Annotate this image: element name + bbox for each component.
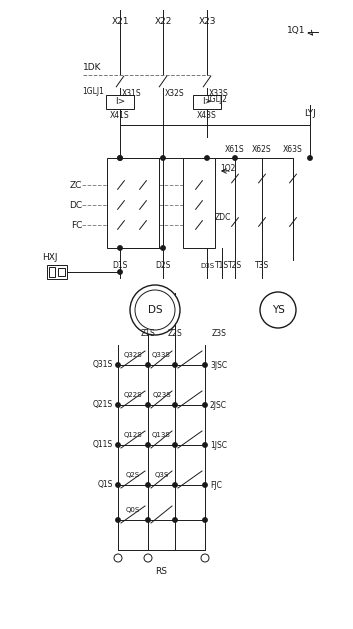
Text: Q33S: Q33S — [152, 352, 171, 358]
Text: 1GLJ1: 1GLJ1 — [82, 87, 104, 96]
Text: 1GLJ2: 1GLJ2 — [205, 96, 227, 104]
Text: T2S: T2S — [228, 262, 242, 270]
Text: X61S: X61S — [225, 145, 245, 155]
Circle shape — [203, 403, 207, 407]
Text: D2S: D2S — [155, 262, 171, 270]
Circle shape — [135, 290, 175, 330]
Text: X32S: X32S — [165, 89, 185, 97]
Circle shape — [118, 246, 122, 250]
Text: HXJ: HXJ — [42, 253, 58, 262]
Circle shape — [116, 518, 120, 522]
Circle shape — [118, 270, 122, 274]
Text: Q22S: Q22S — [124, 392, 142, 398]
Text: Q11S: Q11S — [93, 440, 113, 450]
Circle shape — [161, 246, 165, 250]
Text: 1JSC: 1JSC — [210, 440, 227, 450]
Circle shape — [116, 443, 120, 447]
Text: D3S: D3S — [200, 263, 214, 269]
Text: FJC: FJC — [210, 481, 222, 489]
Circle shape — [144, 554, 152, 562]
Text: DC: DC — [69, 201, 82, 209]
Bar — [58, 268, 65, 276]
Circle shape — [203, 443, 207, 447]
Bar — [107, 158, 159, 248]
Text: I>: I> — [202, 97, 212, 106]
Text: Z1S: Z1S — [140, 328, 155, 338]
Text: LYJ: LYJ — [304, 108, 316, 118]
Circle shape — [203, 518, 207, 522]
Circle shape — [130, 285, 180, 335]
Text: Z2S: Z2S — [168, 328, 183, 338]
Text: 1Q2: 1Q2 — [220, 164, 235, 172]
Text: FC: FC — [71, 221, 82, 230]
Text: X43S: X43S — [197, 111, 217, 121]
Circle shape — [205, 156, 209, 160]
Text: X41S: X41S — [110, 111, 130, 121]
Circle shape — [201, 554, 209, 562]
Circle shape — [146, 443, 150, 447]
Text: X31S: X31S — [122, 89, 142, 97]
Circle shape — [118, 156, 122, 160]
Text: 2JSC: 2JSC — [210, 401, 227, 409]
Circle shape — [116, 483, 120, 487]
Text: 1DK: 1DK — [83, 62, 102, 72]
Text: Q31S: Q31S — [93, 360, 113, 369]
Circle shape — [203, 483, 207, 487]
Text: Q21S: Q21S — [93, 401, 113, 409]
Bar — [183, 158, 215, 248]
Text: 3JSC: 3JSC — [210, 360, 227, 369]
Text: Q32S: Q32S — [124, 352, 142, 358]
Text: X33S: X33S — [209, 89, 229, 97]
Circle shape — [173, 518, 177, 522]
Text: X62S: X62S — [252, 145, 272, 155]
Text: Q23S: Q23S — [152, 392, 171, 398]
Circle shape — [146, 483, 150, 487]
Text: ZC: ZC — [70, 181, 82, 189]
Text: Q12S: Q12S — [124, 432, 142, 438]
Circle shape — [173, 443, 177, 447]
Text: X21: X21 — [111, 18, 129, 26]
Text: I>: I> — [115, 97, 125, 106]
Text: ZDC: ZDC — [215, 213, 231, 223]
Circle shape — [116, 363, 120, 367]
Circle shape — [173, 363, 177, 367]
Circle shape — [146, 363, 150, 367]
Text: 1Q1: 1Q1 — [287, 26, 305, 35]
Text: YS: YS — [271, 305, 285, 315]
Text: Q0S: Q0S — [126, 507, 140, 513]
Circle shape — [146, 403, 150, 407]
Circle shape — [146, 518, 150, 522]
Text: DS: DS — [148, 305, 162, 315]
Bar — [47, 265, 67, 279]
Bar — [106, 95, 134, 109]
Circle shape — [161, 156, 165, 160]
Text: Q2S: Q2S — [126, 472, 140, 478]
Circle shape — [173, 403, 177, 407]
Text: Z3S: Z3S — [211, 328, 226, 338]
Text: Q1S: Q1S — [98, 481, 113, 489]
Text: Q3S: Q3S — [154, 472, 169, 478]
Circle shape — [308, 156, 312, 160]
Text: RS: RS — [156, 567, 168, 577]
Circle shape — [203, 363, 207, 367]
Circle shape — [233, 156, 237, 160]
Circle shape — [116, 403, 120, 407]
Circle shape — [114, 554, 122, 562]
Circle shape — [173, 483, 177, 487]
Bar — [49, 267, 55, 277]
Circle shape — [118, 156, 122, 160]
Text: Q13S: Q13S — [152, 432, 171, 438]
Text: T3S: T3S — [255, 262, 269, 270]
Text: D1S: D1S — [112, 262, 128, 270]
Text: X63S: X63S — [283, 145, 303, 155]
Text: X23: X23 — [198, 18, 216, 26]
Circle shape — [260, 292, 296, 328]
Text: X22: X22 — [154, 18, 172, 26]
Bar — [193, 95, 221, 109]
Text: T1S: T1S — [215, 262, 229, 270]
